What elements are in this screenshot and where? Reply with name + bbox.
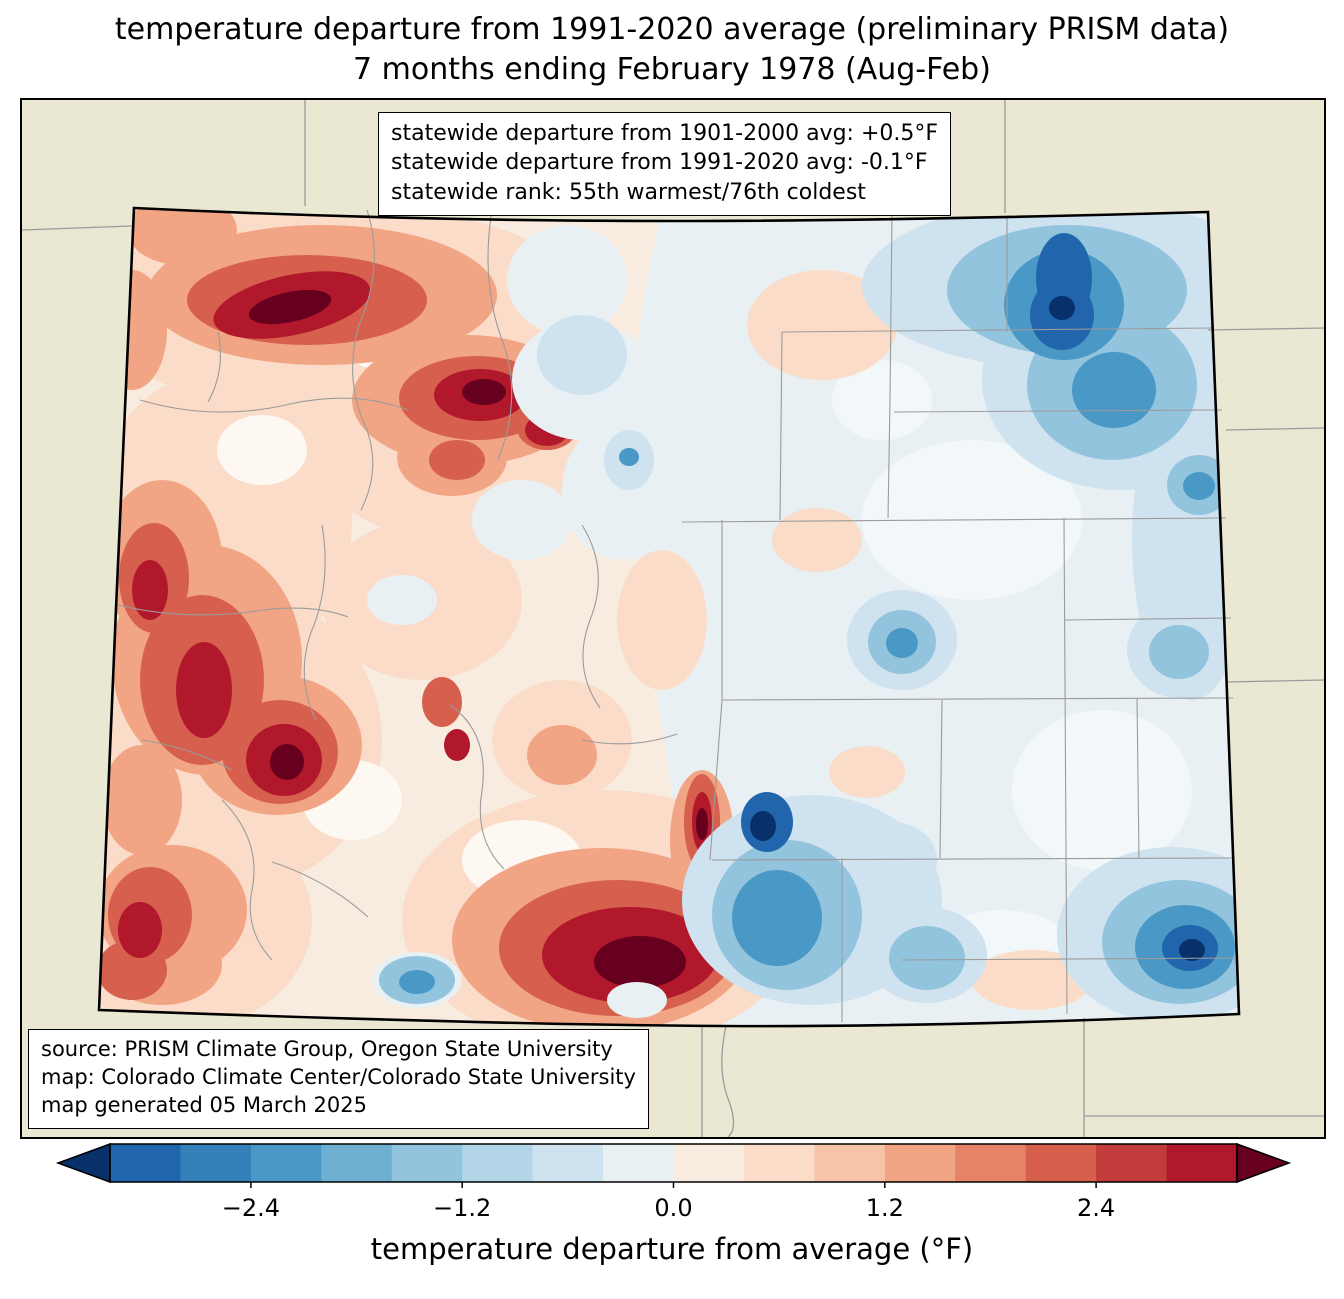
colorbar: −2.4 −1.2 0.0 1.2 2.4 temperature depart…	[0, 1142, 1344, 1299]
state-border	[97, 206, 1241, 1028]
colorbar-tick-neg-1-2: −1.2	[433, 1194, 492, 1222]
title-line-2: 7 months ending February 1978 (Aug-Feb)	[353, 51, 991, 87]
colorbar-tick-2-4: 2.4	[1077, 1194, 1116, 1222]
stats-line-3: statewide rank: 55th warmest/76th coldes…	[391, 179, 866, 205]
colorbar-right-arrow	[1236, 1142, 1292, 1184]
colorbar-tick-1-2: 1.2	[865, 1194, 904, 1222]
map-axes: statewide departure from 1901-2000 avg: …	[20, 98, 1326, 1139]
colorbar-left-arrow	[55, 1142, 111, 1184]
colorbar-axis-label: temperature departure from average (°F)	[370, 1232, 974, 1266]
colorbar-tick-marks	[250, 1182, 1097, 1188]
source-line-1: source: PRISM Climate Group, Oregon Stat…	[41, 1037, 613, 1062]
source-line-3: map generated 05 March 2025	[41, 1093, 368, 1118]
figure-title: temperature departure from 1991-2020 ave…	[0, 10, 1344, 90]
stats-line-2: statewide departure from 1991-2020 avg: …	[391, 150, 928, 176]
source-annotation-box: source: PRISM Climate Group, Oregon Stat…	[28, 1029, 649, 1129]
colorado-temperature-anomaly-map	[22, 100, 1324, 1137]
colorbar-bar	[55, 1142, 1292, 1188]
colorbar-tick-neg-2-4: −2.4	[221, 1194, 281, 1222]
colorbar-tick-0-0: 0.0	[654, 1194, 693, 1222]
title-line-1: temperature departure from 1991-2020 ave…	[114, 12, 1230, 47]
colorbar-segments	[110, 1144, 1238, 1182]
cool-anomaly-dark	[741, 233, 1218, 971]
stats-line-1: statewide departure from 1901-2000 avg: …	[391, 121, 939, 146]
cool-anomaly-extreme	[750, 296, 1205, 961]
cool-pockets-mountains	[367, 225, 682, 1018]
source-line-2: map: Colorado Climate Center/Colorado St…	[41, 1065, 636, 1090]
stats-annotation-box: statewide departure from 1901-2000 avg: …	[378, 112, 952, 216]
neighbor-state-borders	[22, 100, 1324, 1137]
county-borders	[117, 209, 1238, 1022]
warm-anomaly-extreme	[248, 289, 708, 988]
